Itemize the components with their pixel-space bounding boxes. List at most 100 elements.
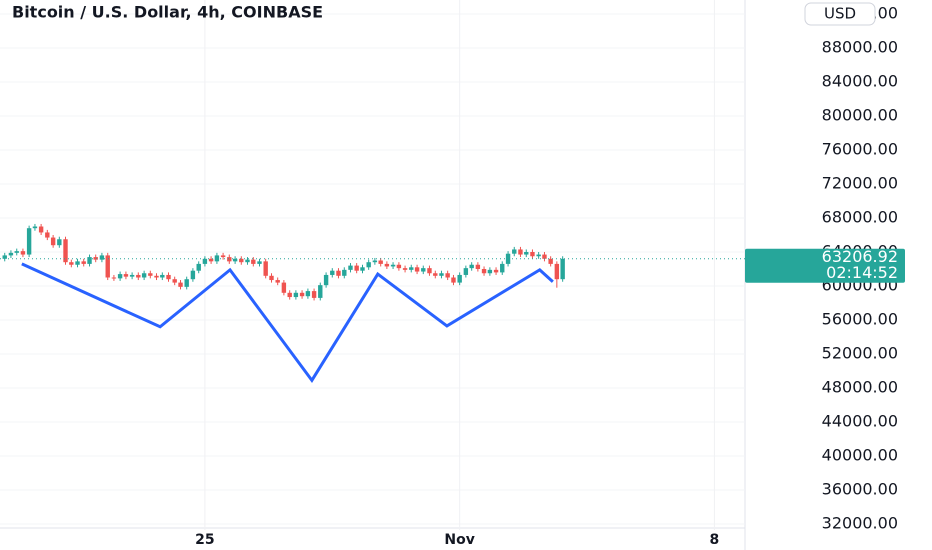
candle-body bbox=[560, 258, 565, 280]
candle-body bbox=[463, 268, 469, 275]
x-tick-label: 8 bbox=[710, 532, 720, 548]
candle-body bbox=[287, 292, 292, 298]
candle-body bbox=[396, 264, 402, 269]
candle-body bbox=[232, 258, 238, 262]
candle-body bbox=[305, 291, 311, 297]
candle-body bbox=[160, 274, 165, 278]
candle-body bbox=[500, 263, 505, 273]
y-tick-label: 72000.00 bbox=[822, 173, 898, 192]
candle-body bbox=[81, 261, 86, 264]
candle-body bbox=[414, 267, 420, 272]
candle-body bbox=[123, 274, 129, 277]
candle-body bbox=[99, 255, 105, 260]
candle-body bbox=[14, 251, 19, 253]
candle-body bbox=[299, 292, 305, 297]
candle-body bbox=[129, 274, 135, 277]
candle-body bbox=[318, 285, 323, 298]
y-tick-label: 36000.00 bbox=[822, 479, 898, 498]
candle-body bbox=[348, 265, 353, 270]
candle-body bbox=[245, 259, 250, 263]
candle-body bbox=[239, 258, 244, 263]
candle-body bbox=[548, 258, 553, 264]
last-price-box bbox=[745, 248, 905, 283]
y-tick-label: 48000.00 bbox=[822, 377, 898, 396]
candle-body bbox=[166, 274, 171, 280]
currency-label[interactable]: USD bbox=[824, 5, 856, 23]
candle-body bbox=[63, 239, 68, 263]
y-tick-label: 68000.00 bbox=[822, 207, 898, 226]
candle-body bbox=[427, 268, 432, 274]
candle-body bbox=[493, 269, 499, 273]
y-tick-label: 52000.00 bbox=[822, 343, 898, 362]
candle-body bbox=[433, 273, 438, 276]
candle-body bbox=[251, 259, 256, 264]
candle-body bbox=[136, 274, 141, 278]
candle-body bbox=[190, 270, 196, 280]
candle-body bbox=[421, 268, 426, 272]
candle-body bbox=[2, 255, 7, 259]
candle-body bbox=[93, 257, 98, 260]
candle-body bbox=[311, 291, 317, 298]
candle-body bbox=[50, 237, 56, 246]
candle-body bbox=[536, 254, 541, 257]
candle-body bbox=[32, 226, 38, 229]
plot bbox=[0, 223, 745, 384]
candle-body bbox=[390, 264, 396, 267]
candle-body bbox=[220, 255, 226, 258]
candle-body bbox=[360, 267, 365, 271]
candle-body bbox=[439, 273, 444, 276]
candle-body bbox=[323, 274, 329, 286]
candle-body bbox=[269, 275, 274, 281]
candle-body bbox=[172, 279, 177, 283]
chart-title: Bitcoin / U.S. Dollar, 4h, COINBASE bbox=[12, 3, 323, 22]
candle-body bbox=[105, 255, 110, 278]
axis: 92000.0088000.0084000.0080000.0076000.00… bbox=[195, 2, 905, 548]
candle-body bbox=[275, 280, 280, 283]
currency-badge[interactable] bbox=[804, 2, 876, 26]
candle-body bbox=[342, 269, 347, 276]
candle-body bbox=[518, 249, 523, 255]
candle-body bbox=[487, 269, 493, 274]
candle-body bbox=[402, 268, 408, 270]
y-tick-label: 76000.00 bbox=[822, 139, 898, 158]
candle-body bbox=[481, 268, 487, 274]
countdown-label: 02:14:52 bbox=[826, 263, 898, 282]
candle-body bbox=[117, 274, 123, 279]
candle-body bbox=[354, 265, 359, 271]
candle-body bbox=[257, 261, 262, 264]
grid bbox=[0, 0, 745, 530]
y-tick-label: 56000.00 bbox=[822, 309, 898, 328]
candle-body bbox=[384, 263, 390, 267]
y-tick-label: 88000.00 bbox=[822, 37, 898, 56]
candle-body bbox=[69, 262, 74, 265]
candle-body bbox=[208, 258, 214, 262]
candle-body bbox=[75, 261, 80, 265]
candle-body bbox=[524, 251, 529, 255]
candle-body bbox=[512, 249, 517, 254]
candle-body bbox=[378, 260, 383, 264]
y-tick-label: 84000.00 bbox=[822, 71, 898, 90]
candle-body bbox=[336, 270, 341, 276]
candle-body bbox=[372, 260, 378, 263]
candle-body bbox=[330, 270, 335, 275]
candle-body bbox=[293, 292, 299, 298]
x-tick-label: 25 bbox=[195, 532, 214, 548]
y-tick-label: 40000.00 bbox=[822, 445, 898, 464]
candle-body bbox=[445, 273, 450, 278]
candle-body bbox=[366, 262, 371, 268]
candle-body bbox=[87, 257, 92, 264]
candle-body bbox=[111, 277, 117, 279]
candle-body bbox=[196, 263, 201, 271]
candle-body bbox=[141, 273, 147, 278]
candle-body bbox=[45, 232, 50, 238]
candle-body bbox=[554, 263, 560, 280]
x-tick-label: Nov bbox=[444, 532, 474, 548]
candle-body bbox=[8, 252, 14, 256]
candle-body bbox=[184, 279, 189, 287]
candle-body bbox=[451, 277, 456, 283]
candle-body bbox=[457, 274, 462, 283]
candle-body bbox=[20, 251, 26, 255]
candle-body bbox=[409, 267, 414, 270]
candle-body bbox=[263, 261, 268, 276]
